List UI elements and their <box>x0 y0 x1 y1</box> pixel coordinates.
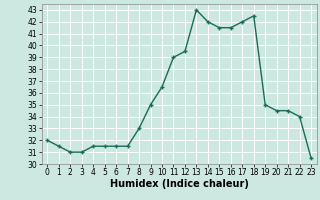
X-axis label: Humidex (Indice chaleur): Humidex (Indice chaleur) <box>110 179 249 189</box>
